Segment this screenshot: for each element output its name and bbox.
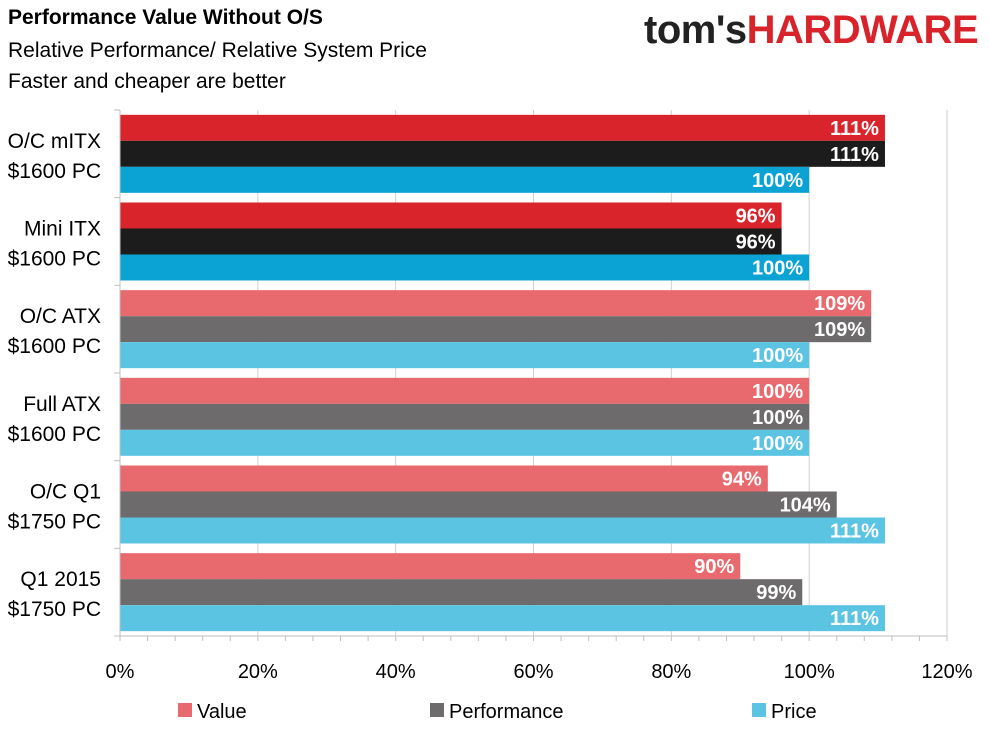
category-label: O/C mITX [8, 130, 101, 153]
bar [120, 403, 810, 430]
data-label: 100% [752, 258, 803, 280]
legend-label: Price [771, 701, 817, 723]
bar [120, 491, 837, 518]
logo-text-toms: tom's [644, 8, 747, 52]
data-label: 96% [736, 232, 776, 254]
category-label: Q1 2015 [20, 568, 101, 591]
bar [120, 342, 810, 369]
category-label: O/C ATX [20, 305, 101, 328]
x-tick-label: 60% [513, 661, 553, 683]
data-label: 111% [830, 118, 879, 140]
bar [120, 517, 885, 544]
data-label: 104% [780, 495, 831, 517]
bar [120, 140, 885, 167]
x-tick-label: 100% [784, 661, 835, 683]
chart-title: Performance Value Without O/S [8, 6, 323, 29]
x-tick-label: 40% [376, 661, 416, 683]
category-label: $1600 PC [8, 160, 101, 183]
data-label: 94% [722, 469, 762, 491]
x-tick-label: 0% [106, 661, 135, 683]
data-label: 100% [752, 407, 803, 429]
data-label: 100% [752, 381, 803, 403]
bar [120, 114, 885, 141]
data-label: 90% [694, 556, 734, 578]
bar [120, 553, 741, 580]
bar [120, 202, 782, 229]
legend-swatch [178, 703, 192, 717]
bar [120, 605, 885, 632]
category-label: $1600 PC [8, 335, 101, 358]
legend-label: Performance [449, 701, 564, 723]
x-tick-label: 80% [651, 661, 691, 683]
logo-text-hardware: HARDWARE [746, 8, 979, 52]
category-label: Full ATX [23, 393, 101, 416]
bar [120, 429, 810, 456]
data-label: 109% [814, 293, 865, 315]
bar [120, 228, 782, 255]
x-tick-label: 120% [921, 661, 972, 683]
category-label: $1600 PC [8, 248, 101, 271]
data-label: 109% [814, 319, 865, 341]
chart-subtitle: Relative Performance/ Relative System Pr… [8, 39, 427, 62]
bar [120, 316, 872, 343]
data-label: 111% [830, 608, 879, 630]
bar [120, 377, 810, 404]
bar [120, 465, 768, 492]
data-label: 100% [752, 345, 803, 367]
data-label: 96% [736, 206, 776, 228]
bar [120, 290, 872, 317]
bar [120, 254, 810, 281]
data-label: 111% [830, 144, 879, 166]
legend-label: Value [197, 701, 247, 723]
chart-subtitle-note: Faster and cheaper are better [8, 70, 286, 93]
data-label: 99% [756, 582, 796, 604]
category-label: $1750 PC [8, 511, 101, 534]
data-label: 111% [830, 521, 879, 543]
category-label: Mini ITX [24, 218, 101, 241]
bar [120, 166, 810, 193]
brand-logo: tom'sHARDWARE [644, 8, 979, 53]
category-label: $1600 PC [8, 423, 101, 446]
category-label: O/C Q1 [30, 481, 101, 504]
category-label: $1750 PC [8, 598, 101, 621]
data-label: 100% [752, 170, 803, 192]
legend-swatch [752, 703, 766, 717]
bar [120, 579, 803, 606]
legend-swatch [430, 703, 444, 717]
x-tick-label: 20% [238, 661, 278, 683]
data-label: 100% [752, 433, 803, 455]
